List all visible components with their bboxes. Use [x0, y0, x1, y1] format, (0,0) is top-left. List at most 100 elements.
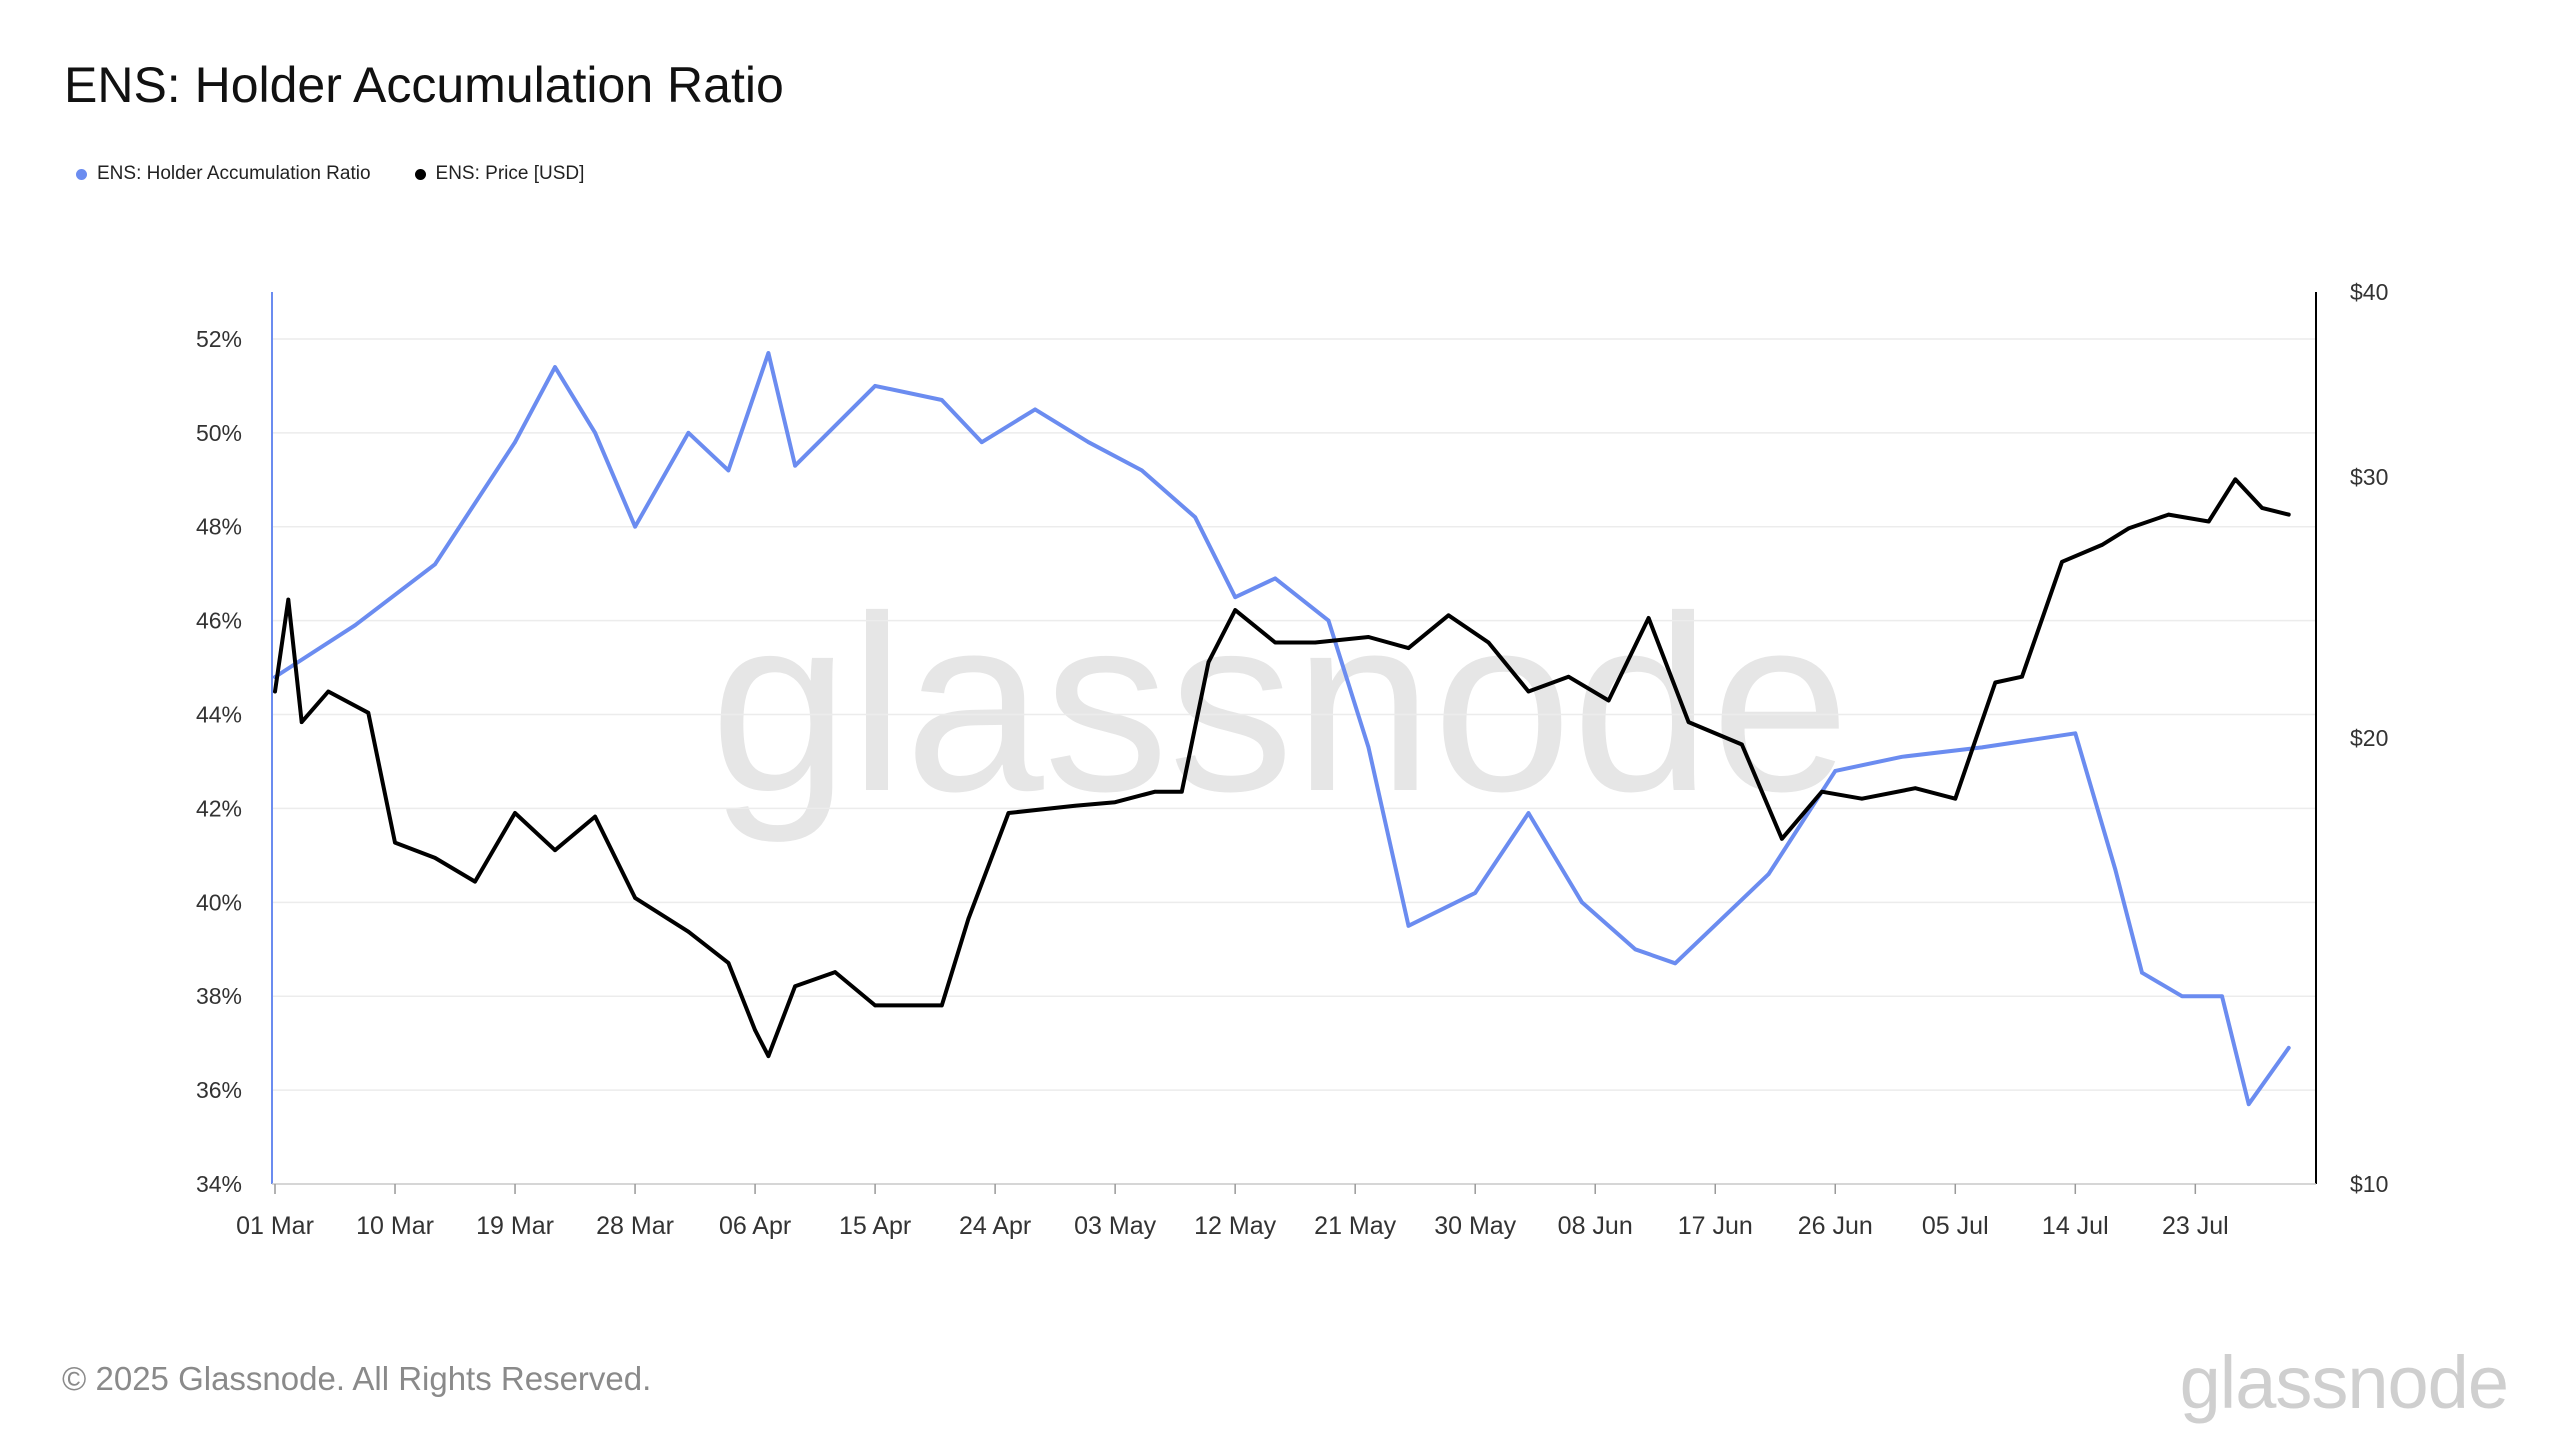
price-line-point	[966, 917, 971, 921]
x-tick-label: 12 May	[1194, 1212, 1276, 1240]
holder-ratio-line-point	[353, 623, 357, 628]
price-line-point	[513, 811, 517, 815]
price-line-point	[940, 1003, 944, 1008]
right-tick-label: $30	[2350, 464, 2388, 490]
price-line-point	[1526, 689, 1531, 694]
legend-dot-icon	[414, 168, 426, 180]
legend-item-holder-ratio[interactable]: ENS: Holder Accumulation Ratio	[76, 163, 371, 185]
holder-ratio-line-point	[940, 398, 944, 402]
price-line-point	[299, 720, 304, 724]
holder-ratio-line-point	[1193, 515, 1197, 520]
x-tick-label: 08 Jun	[1558, 1212, 1633, 1240]
x-tick-label: 03 May	[1074, 1212, 1156, 1240]
price-line-point	[1273, 640, 1277, 645]
x-tick-label: 21 May	[1314, 1212, 1396, 1240]
price-line-point	[473, 879, 477, 884]
holder-ratio-line-point	[2140, 970, 2144, 975]
holder-ratio-line-point	[1580, 900, 1584, 905]
holder-ratio-line-point	[1900, 755, 1904, 759]
holder-ratio-line-point	[593, 431, 597, 435]
price-line-point	[1860, 796, 1864, 801]
holder-ratio-line-point	[1233, 595, 1237, 599]
right-tick-label: $40	[2350, 279, 2388, 305]
holder-ratio-line-point	[633, 524, 637, 529]
holder-ratio-line-point	[1980, 745, 1984, 750]
price-line-point	[793, 984, 797, 988]
price-line-point	[2233, 477, 2238, 482]
x-tick-label: 06 Apr	[719, 1212, 791, 1240]
price-line-point	[1566, 674, 1571, 679]
holder-ratio-line-point	[1833, 769, 1838, 773]
price-line-point	[593, 814, 597, 819]
holder-ratio-line-point	[1140, 468, 1144, 473]
price-line-point	[1206, 660, 1211, 664]
legend-item-price[interactable]: ENS: Price [USD]	[414, 163, 584, 185]
holder-ratio-line-point	[2220, 994, 2224, 998]
x-tick-label: 05 Jul	[1922, 1212, 1989, 1240]
x-tick-label: 23 Jul	[2162, 1212, 2229, 1240]
holder-ratio-line-point	[2180, 994, 2184, 998]
price-line-point	[1406, 646, 1411, 650]
price-line-point	[1686, 720, 1691, 724]
price-line-point	[2100, 543, 2104, 547]
x-tick-label: 28 Mar	[596, 1212, 674, 1240]
price-line-point	[1646, 616, 1651, 620]
price-line-point	[1993, 680, 1998, 685]
left-tick-label: 48%	[196, 514, 242, 540]
holder-ratio-line-point	[1086, 440, 1091, 445]
price-line-point	[1606, 698, 1611, 703]
x-axis: 01 Mar 10 Mar 19 Mar 28 Mar 06 Apr 15 Apr 24 A…	[236, 1183, 2316, 1240]
left-tick-label: 52%	[196, 326, 242, 352]
price-line-point	[2020, 674, 2024, 679]
holder-ratio-line-point	[1326, 618, 1331, 623]
price-line-point	[1953, 796, 1958, 801]
holder-ratio-line-point	[2246, 1102, 2251, 1106]
right-tick-label: $10	[2350, 1171, 2388, 1197]
glassnode-logo: glassnode	[2179, 1341, 2509, 1424]
gridlines	[272, 338, 2316, 1185]
holder-ratio-line-point	[1366, 745, 1371, 750]
price-line-point	[2060, 560, 2064, 564]
x-tick-label: 10 Mar	[356, 1212, 434, 1240]
holder-ratio-line-point	[1406, 924, 1411, 928]
left-tick-label: 38%	[196, 983, 242, 1009]
holder-ratio-line-point	[2113, 867, 2118, 872]
holder-ratio-line-point	[686, 431, 691, 435]
left-tick-label: 44%	[196, 702, 242, 728]
price-line-point	[2206, 519, 2211, 524]
holder-ratio-line-point	[1526, 811, 1531, 815]
holder-ratio-line-point	[793, 463, 797, 468]
price-line-point	[1446, 613, 1451, 618]
price-line-point	[833, 970, 837, 974]
x-tick-label: 19 Mar	[476, 1212, 554, 1240]
price-line-point	[1820, 789, 1824, 794]
price-line-point	[326, 689, 331, 694]
price-line-point	[1006, 811, 1011, 815]
holder-ratio-line-point	[980, 440, 984, 445]
price-line-point	[2260, 506, 2264, 510]
chart-title: ENS: Holder Accumulation Ratio	[64, 57, 784, 113]
price-line-point	[366, 711, 371, 715]
holder-ratio-line-point	[1766, 872, 1771, 876]
legend-dot-icon	[76, 168, 87, 180]
x-tick-label: 26 Jun	[1798, 1212, 1873, 1240]
holder-ratio-line-point	[1473, 891, 1477, 895]
left-tick-label: 40%	[196, 889, 242, 915]
x-tick-label: 15 Apr	[839, 1212, 911, 1240]
x-tick-label: 30 May	[1434, 1212, 1516, 1240]
price-line-point	[2166, 512, 2171, 517]
watermark-text: glassnode	[710, 564, 1850, 843]
left-tick-label: 36%	[196, 1077, 242, 1103]
x-tick-label: 17 Jun	[1678, 1212, 1753, 1240]
x-tick-label: 14 Jul	[2042, 1212, 2109, 1240]
left-axis: 34% 36% 38% 40% 42% 44% 46% 48% 50% 52%	[196, 292, 273, 1197]
holder-ratio-line-point	[873, 384, 877, 388]
price-line-point	[2286, 512, 2291, 517]
x-tick-label: 01 Mar	[236, 1212, 314, 1240]
price-line-point	[1913, 786, 1918, 790]
legend-label: ENS: Holder Accumulation Ratio	[97, 163, 371, 184]
price-line-point	[726, 961, 731, 965]
left-tick-label: 42%	[196, 795, 242, 821]
price-line-point	[1233, 608, 1237, 612]
